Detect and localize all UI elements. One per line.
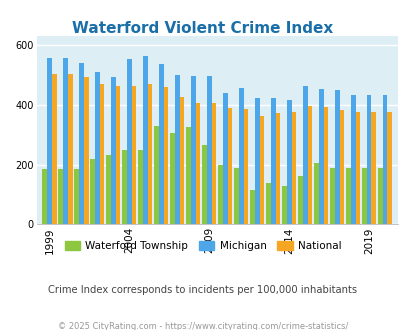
Bar bbox=[138, 150, 143, 224]
Bar bbox=[202, 145, 206, 224]
Bar bbox=[238, 88, 243, 224]
Bar bbox=[350, 94, 355, 224]
Bar bbox=[377, 168, 382, 224]
Bar bbox=[297, 176, 302, 224]
Bar bbox=[42, 169, 47, 224]
Bar bbox=[175, 75, 179, 224]
Bar bbox=[259, 116, 264, 224]
Bar bbox=[323, 107, 328, 224]
Bar bbox=[74, 169, 79, 224]
Bar bbox=[291, 113, 296, 224]
Bar bbox=[51, 74, 56, 224]
Bar bbox=[131, 86, 136, 224]
Bar bbox=[334, 90, 339, 224]
Bar bbox=[361, 168, 366, 224]
Bar bbox=[339, 110, 343, 224]
Bar bbox=[329, 168, 334, 224]
Bar bbox=[163, 87, 168, 224]
Bar bbox=[366, 94, 371, 224]
Bar bbox=[345, 168, 350, 224]
Bar bbox=[243, 109, 248, 224]
Bar bbox=[153, 126, 158, 224]
Bar bbox=[143, 56, 147, 224]
Bar bbox=[307, 107, 311, 224]
Bar bbox=[275, 113, 280, 224]
Bar bbox=[106, 155, 111, 224]
Bar bbox=[233, 168, 238, 224]
Bar bbox=[382, 94, 386, 224]
Bar bbox=[170, 133, 175, 224]
Bar bbox=[249, 190, 254, 224]
Bar bbox=[254, 97, 259, 224]
Bar bbox=[270, 97, 275, 224]
Bar bbox=[58, 169, 63, 224]
Bar bbox=[211, 104, 216, 224]
Bar bbox=[111, 77, 115, 224]
Bar bbox=[206, 76, 211, 224]
Bar bbox=[90, 159, 95, 224]
Bar bbox=[115, 86, 120, 224]
Text: Crime Index corresponds to incidents per 100,000 inhabitants: Crime Index corresponds to incidents per… bbox=[48, 285, 357, 295]
Text: © 2025 CityRating.com - https://www.cityrating.com/crime-statistics/: © 2025 CityRating.com - https://www.city… bbox=[58, 322, 347, 330]
Bar bbox=[355, 113, 359, 224]
Bar bbox=[281, 186, 286, 224]
Legend: Waterford Township, Michigan, National: Waterford Township, Michigan, National bbox=[60, 237, 345, 255]
Bar bbox=[63, 58, 68, 224]
Bar bbox=[147, 84, 152, 224]
Bar bbox=[217, 165, 222, 224]
Bar bbox=[386, 113, 391, 224]
Bar bbox=[47, 58, 51, 224]
Bar bbox=[100, 84, 104, 224]
Bar bbox=[190, 76, 195, 224]
Bar bbox=[179, 97, 184, 224]
Text: Waterford Violent Crime Index: Waterford Violent Crime Index bbox=[72, 21, 333, 36]
Bar bbox=[286, 101, 291, 224]
Bar bbox=[83, 77, 88, 224]
Bar bbox=[95, 72, 100, 224]
Bar bbox=[313, 163, 318, 224]
Bar bbox=[222, 93, 227, 224]
Bar bbox=[265, 182, 270, 224]
Bar bbox=[185, 127, 190, 224]
Bar bbox=[371, 113, 375, 224]
Bar bbox=[195, 104, 200, 224]
Bar bbox=[68, 74, 72, 224]
Bar bbox=[318, 89, 323, 224]
Bar bbox=[158, 64, 163, 224]
Bar bbox=[122, 150, 126, 224]
Bar bbox=[126, 59, 131, 224]
Bar bbox=[302, 86, 307, 224]
Bar bbox=[79, 63, 83, 224]
Bar bbox=[227, 108, 232, 224]
